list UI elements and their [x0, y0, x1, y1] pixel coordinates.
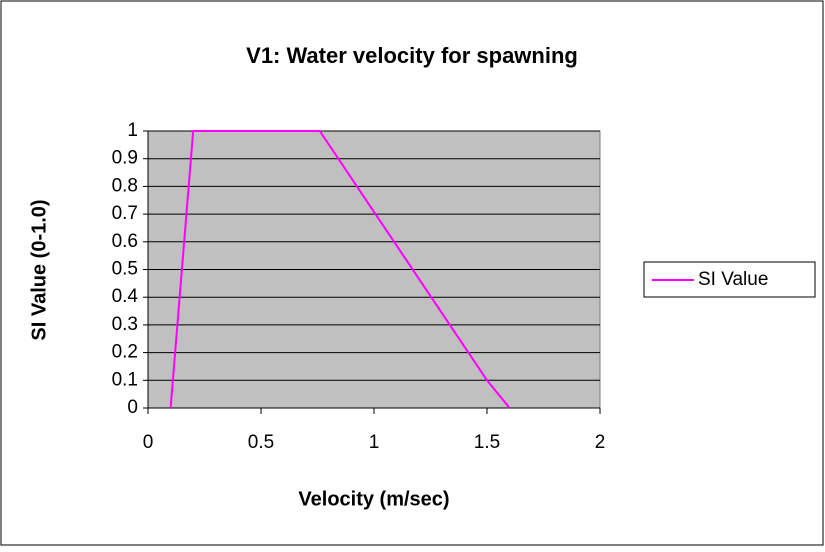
- y-tick-label: 0.1: [112, 369, 138, 390]
- y-axis-label: SI Value (0-1.0): [28, 199, 50, 340]
- y-tick-label: 1: [127, 120, 138, 141]
- x-tick-label: 1.5: [474, 432, 500, 453]
- x-tick-label: 0: [143, 432, 154, 453]
- y-tick-label: 0: [127, 397, 138, 418]
- y-tick-label: 0.3: [112, 314, 138, 335]
- x-tick-label: 1: [369, 432, 380, 453]
- x-tick-label: 0.5: [248, 432, 274, 453]
- y-tick-label: 0.7: [112, 203, 138, 224]
- y-tick-label: 0.4: [112, 286, 139, 307]
- data-line: [169, 130, 511, 409]
- y-tick-label: 0.5: [112, 259, 138, 280]
- y-tick-label: 0.8: [112, 175, 138, 196]
- x-tick-label: 2: [595, 432, 606, 453]
- y-tick-label: 0.6: [112, 231, 138, 252]
- chart-title: V1: Water velocity for spawning: [246, 43, 578, 68]
- legend-label: SI Value: [698, 269, 768, 290]
- x-axis-label: Velocity (m/sec): [298, 488, 449, 510]
- y-tick-label: 0.2: [112, 342, 138, 363]
- y-tick-label: 0.9: [112, 148, 138, 169]
